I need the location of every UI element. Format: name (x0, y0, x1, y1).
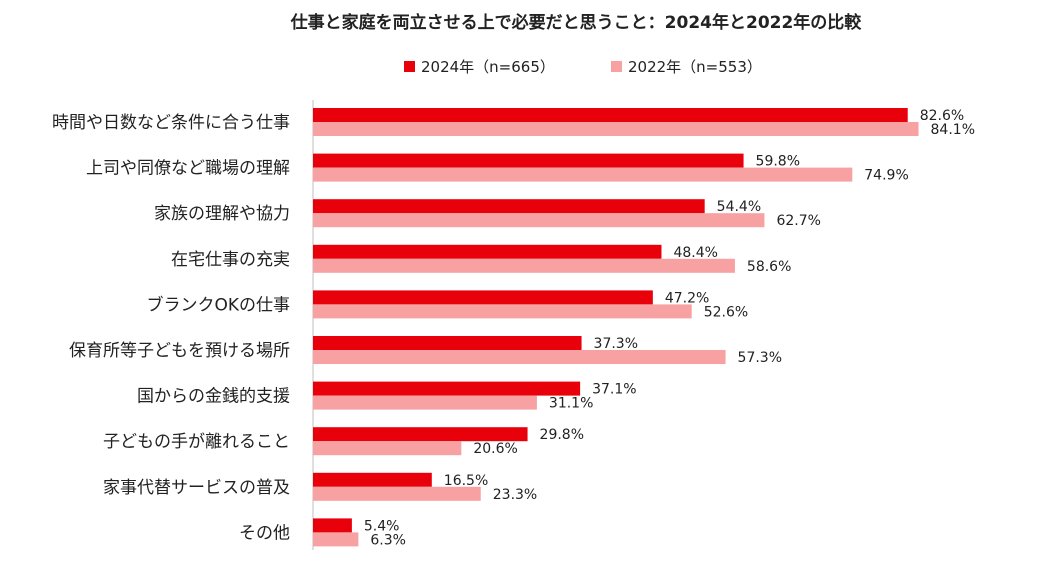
value-label-s1-0: 84.1% (931, 122, 975, 138)
bar-s0-2 (313, 199, 705, 214)
category-label-9: その他 (239, 523, 290, 543)
category-label-3: 在宅仕事の充実 (171, 250, 290, 270)
category-label-6: 国からの金銭的支援 (137, 387, 290, 407)
category-label-8: 家事代替サービスの普及 (103, 478, 290, 498)
category-label-5: 保育所等子どもを預ける場所 (69, 341, 290, 361)
bar-s0-6 (313, 381, 581, 396)
value-label-s1-3: 58.6% (747, 259, 791, 275)
bar-s1-3 (313, 258, 735, 273)
bar-s0-8 (313, 472, 432, 487)
bar-s0-5 (313, 336, 582, 350)
value-label-s1-8: 23.3% (493, 487, 537, 503)
bar-s1-1 (313, 167, 853, 182)
legend-swatch-0 (404, 61, 415, 72)
value-label-s1-2: 62.7% (776, 213, 820, 229)
category-label-0: 時間や日数など条件に合う仕事 (52, 113, 290, 133)
value-label-s0-8: 16.5% (444, 473, 488, 489)
bar-s0-9 (313, 518, 352, 533)
legend-swatch-1 (611, 61, 622, 72)
value-label-s0-0: 82.6% (920, 108, 964, 124)
bar-s1-5 (313, 350, 726, 364)
legend-label-0: 2024年（n=665） (421, 58, 555, 76)
value-label-s1-1: 74.9% (864, 168, 908, 184)
bar-s1-8 (313, 486, 481, 501)
value-label-s0-6: 37.1% (592, 382, 636, 398)
bar-s1-4 (313, 304, 692, 319)
value-label-s1-5: 57.3% (738, 350, 782, 366)
bar-s0-4 (313, 290, 653, 305)
category-label-2: 家族の理解や協力 (154, 204, 290, 224)
bar-s1-7 (313, 441, 462, 456)
value-label-s1-7: 20.6% (473, 441, 517, 457)
chart-title: 仕事と家庭を両立させる上で必要だと思うこと：2024年と2022年の比較 (290, 12, 863, 33)
value-label-s0-3: 48.4% (673, 245, 717, 261)
value-label-s1-4: 52.6% (704, 304, 748, 320)
bar-s0-1 (313, 153, 744, 168)
value-label-s0-2: 54.4% (717, 199, 761, 215)
value-label-s0-5: 37.3% (594, 336, 638, 352)
category-label-1: 上司や同僚など職場の理解 (86, 159, 290, 179)
bar-s1-2 (313, 213, 765, 228)
legend-label-1: 2022年（n=553） (628, 58, 762, 76)
value-label-s0-4: 47.2% (665, 290, 709, 306)
value-label-s1-6: 31.1% (549, 396, 593, 412)
legend: 2024年（n=665） 2022年（n=553） (404, 58, 762, 76)
bar-s1-0 (313, 122, 919, 136)
value-label-s1-9: 6.3% (370, 532, 406, 548)
bar-s1-9 (313, 532, 359, 547)
plot-area: 時間や日数など条件に合う仕事 82.6%84.1% 上司や同僚など職場の理解 59.8… (52, 108, 975, 548)
value-label-s0-1: 59.8% (756, 154, 800, 170)
bar-s1-6 (313, 395, 537, 410)
bar-s0-3 (313, 244, 662, 259)
value-label-s0-7: 29.8% (540, 427, 584, 443)
bar-s0-7 (313, 427, 528, 442)
bar-s0-0 (313, 108, 908, 122)
category-label-4: ブランクOKの仕事 (146, 294, 290, 315)
category-label-7: 子どもの手が離れること (103, 432, 290, 452)
value-label-s0-9: 5.4% (364, 518, 400, 534)
